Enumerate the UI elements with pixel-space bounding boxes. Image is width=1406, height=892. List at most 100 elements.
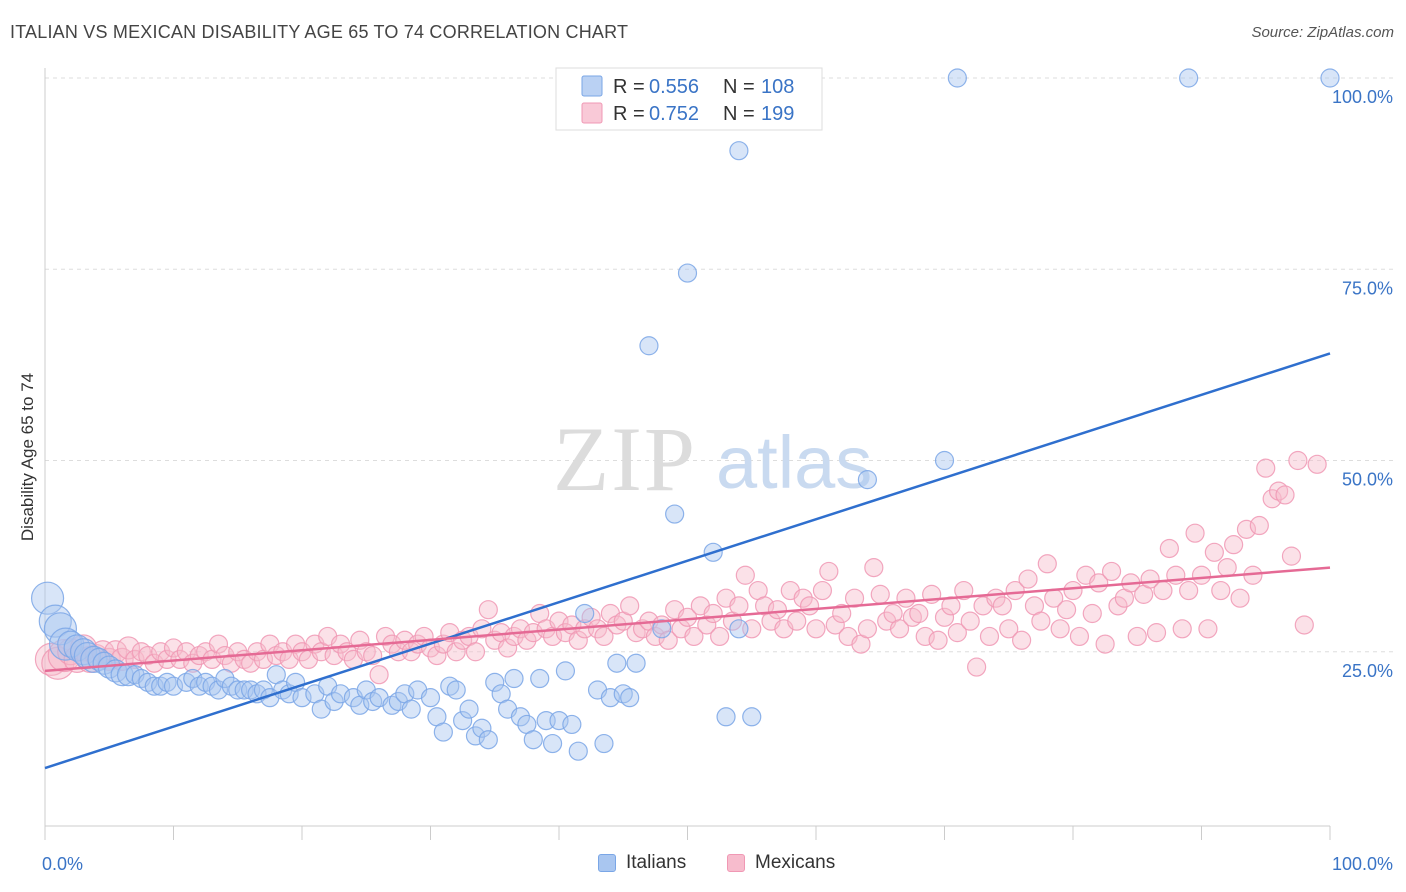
legend-r-value-mexicans: 0.752 xyxy=(649,103,699,125)
italians-point xyxy=(1179,68,1199,88)
italians-point xyxy=(465,726,486,746)
mexicans-point xyxy=(1249,515,1269,536)
mexicans-point xyxy=(767,600,788,620)
italians-point xyxy=(575,603,595,624)
italians-point xyxy=(523,730,543,750)
mexicans-point xyxy=(645,626,665,647)
mexicans-point xyxy=(208,634,229,654)
italians-point xyxy=(934,450,955,471)
chart-title: ITALIAN VS MEXICAN DISABILITY AGE 65 TO … xyxy=(10,22,629,42)
italians-point xyxy=(594,733,614,754)
legend-n-label-mexicans: N = xyxy=(723,103,755,125)
mexicans-point xyxy=(498,638,518,658)
italians-point xyxy=(504,668,524,689)
mexicans-point xyxy=(1307,454,1327,474)
chart-source: Source: ZipAtlas.com xyxy=(1251,24,1394,41)
legend-r-value-italians: 0.556 xyxy=(649,76,699,98)
italians-point xyxy=(607,653,627,673)
mexicans-point xyxy=(864,557,884,578)
y-tick-label: 50.0% xyxy=(1342,470,1393,490)
italians-point xyxy=(472,718,492,738)
legend-n-value-mexicans: 199 xyxy=(761,103,794,125)
italians-point xyxy=(677,263,698,283)
mexicans-point xyxy=(934,607,955,627)
mexicans-point xyxy=(1185,523,1205,543)
italians-point xyxy=(600,688,621,708)
italians-point xyxy=(433,722,453,742)
mexicans-point xyxy=(427,645,447,666)
mexicans-point xyxy=(967,657,987,677)
mexicans-point xyxy=(1211,580,1231,601)
mexicans-point xyxy=(1236,519,1257,539)
y-tick-label: 25.0% xyxy=(1342,661,1393,681)
y-axis-tick-labels: 25.0% 50.0% 75.0% 100.0% xyxy=(1332,87,1393,681)
italians-point xyxy=(324,691,344,712)
mexicans-point xyxy=(992,596,1012,616)
mexicans-point xyxy=(1108,596,1128,616)
legend-n-value-italians: 108 xyxy=(761,76,794,98)
mexicans-point xyxy=(465,642,486,662)
gridlines xyxy=(45,77,1395,653)
italians-point xyxy=(568,741,588,761)
y-axis-title: Disability Age 65 to 74 xyxy=(18,373,37,541)
mexicans-point xyxy=(889,619,910,639)
italians-point xyxy=(215,668,235,689)
italians-point xyxy=(716,707,736,727)
mexicans-point xyxy=(812,580,833,601)
mexicans-point xyxy=(1095,634,1115,654)
legend-swatch-mexicans xyxy=(581,102,603,124)
mexicans-point xyxy=(787,611,807,631)
mexicans-point xyxy=(1018,569,1038,589)
mexicans-point xyxy=(1005,580,1025,601)
mexicans-point xyxy=(1275,485,1295,505)
italians-point xyxy=(208,680,229,700)
italians-point xyxy=(1320,68,1340,88)
mexicans-point xyxy=(1256,458,1276,478)
legend-r-label-mexicans: R = xyxy=(613,103,645,125)
mexicans-point xyxy=(896,588,916,608)
italians-point xyxy=(857,470,878,490)
italians-point xyxy=(478,730,498,750)
watermark-zip: ZIP xyxy=(553,408,697,510)
italians-trend-line xyxy=(44,352,1331,770)
italians-point xyxy=(555,661,576,681)
mexicans-point xyxy=(285,634,306,654)
mexicans-point xyxy=(999,619,1019,639)
mexicans-point xyxy=(1262,489,1282,509)
italians-point xyxy=(530,668,550,689)
italians-point xyxy=(163,676,184,696)
bottom-legend-mexicans: Mexicans xyxy=(727,852,835,874)
mexicans-point xyxy=(1191,565,1212,585)
bottom-legend: Italians Mexicans xyxy=(0,852,1406,878)
mexicans-point xyxy=(928,630,948,650)
mexicans-point xyxy=(658,630,678,650)
mexicans-point xyxy=(870,584,890,604)
mexicans-point xyxy=(620,596,640,616)
watermark-atlas: atlas xyxy=(716,421,872,504)
mexicans-point xyxy=(954,580,974,601)
italians-point xyxy=(542,733,563,754)
mexicans-point xyxy=(1288,450,1308,471)
mexicans-point xyxy=(915,626,935,647)
mexicans-point xyxy=(1224,535,1244,555)
mexicans-point xyxy=(1153,580,1173,601)
mexicans-trend-line xyxy=(44,566,1331,673)
bottom-legend-italians: Italians xyxy=(598,852,686,874)
mexicans-point xyxy=(1204,542,1224,562)
mexicans-point xyxy=(1101,561,1122,582)
bottom-legend-label-italians: Italians xyxy=(626,852,687,873)
y-tick-label: 75.0% xyxy=(1342,278,1393,298)
italians-point xyxy=(626,653,646,673)
italians-point xyxy=(183,668,203,689)
y-tick-label: 100.0% xyxy=(1332,87,1393,107)
mexicans-point xyxy=(819,561,839,582)
mexicans-point xyxy=(1082,603,1102,624)
legend-n-label-italians: N = xyxy=(723,76,755,98)
mexicans-point xyxy=(799,596,820,616)
bottom-legend-swatch-italians xyxy=(598,854,616,872)
mexicans-point xyxy=(947,623,967,643)
mexicans-point xyxy=(729,596,749,616)
mexicans-point xyxy=(478,600,498,620)
italians-point xyxy=(549,710,569,731)
italians-point xyxy=(729,619,749,639)
